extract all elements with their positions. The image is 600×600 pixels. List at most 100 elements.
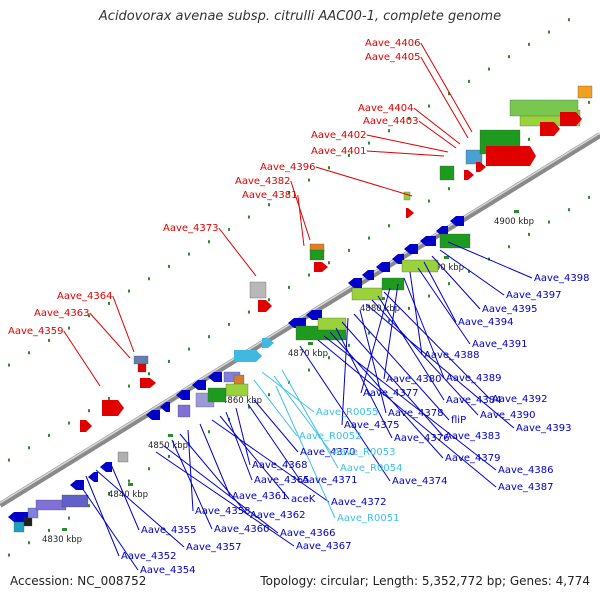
outer-ring-dots — [508, 55, 510, 59]
gene-label: Aave_4371 — [302, 475, 358, 486]
gene-label: Aave_4404 — [358, 103, 414, 114]
label-leader-line — [63, 330, 101, 387]
label-leader-line — [211, 419, 330, 503]
label-leader-line — [341, 321, 444, 437]
inner-ring-dots — [528, 137, 530, 141]
outer-ring-dots — [28, 351, 30, 355]
gene-label: Aave_4391 — [472, 339, 528, 350]
outer-ring-dots — [128, 289, 130, 293]
gene-arrow-forward — [140, 378, 156, 388]
gene-arrow-reverse — [70, 480, 84, 490]
gene-feature — [61, 494, 89, 508]
gene-label: Aave_R0053 — [333, 447, 395, 458]
lower-ring-dots — [108, 491, 110, 495]
gene-arrow-forward — [464, 170, 474, 180]
gene-label: Aave_R0052 — [299, 431, 361, 442]
gene-label: Aave_4398 — [534, 273, 590, 284]
lower-ring-dots — [508, 245, 510, 249]
lower-ring-dots — [568, 208, 570, 212]
outer-ring-dots — [448, 92, 450, 96]
label-leader-line — [297, 194, 305, 247]
label-leader-line — [163, 445, 279, 534]
label-leader-line — [218, 227, 257, 277]
gene-label: Aave_4381 — [242, 190, 298, 201]
label-leader-line — [109, 461, 140, 531]
lower-ring-dots — [368, 331, 370, 335]
lower-ring-dots — [148, 467, 150, 471]
outer-ring-dots — [528, 42, 530, 46]
gene-feature — [401, 259, 439, 273]
lower-ring-dots — [548, 220, 550, 224]
gene-label: Aave_4363 — [34, 308, 90, 319]
outer-ring-dots — [488, 67, 490, 71]
lower-ring-dots — [448, 282, 450, 286]
gene-feature — [439, 165, 455, 181]
kbp-tick-label: 4830 kbp — [42, 535, 82, 545]
gene-label: Aave_4387 — [498, 482, 554, 493]
gene-label: Aave_4402 — [311, 130, 367, 141]
gene-feature — [309, 249, 325, 261]
label-leader-line — [329, 331, 444, 459]
outer-ring-dots — [148, 277, 150, 281]
gene-feature — [403, 191, 411, 201]
lower-ring-dots — [248, 405, 250, 409]
kbp-tick-label: 4860 kbp — [222, 396, 262, 406]
gene-label: Aave_4406 — [365, 38, 421, 49]
inner-ring-dots — [168, 359, 170, 363]
label-leader-line — [187, 429, 194, 512]
label-leader-line — [95, 469, 185, 548]
gene-arrow-forward — [486, 146, 536, 166]
inner-ring-dots — [328, 261, 330, 265]
gene-feature — [351, 287, 383, 301]
label-leader-line — [413, 107, 461, 145]
gene-label: Aave_4359 — [8, 326, 64, 337]
kbp-tick-mark — [308, 342, 313, 345]
gene-label: Aave_R0055 — [316, 407, 378, 418]
gene-feature — [577, 85, 593, 99]
genome-summary-text: Topology: circular; Length: 5,352,772 bp… — [260, 574, 590, 588]
gene-label: Aave_4358 — [195, 506, 251, 517]
outer-ring-dots — [188, 252, 190, 256]
gene-label: Aave_4370 — [300, 447, 356, 458]
gene-label: Aave_4378 — [388, 408, 444, 419]
gene-arrow-reverse — [392, 254, 404, 264]
kbp-tick-mark — [62, 528, 67, 531]
gene-arrow-forward — [258, 300, 272, 312]
inner-ring-dots — [428, 199, 430, 203]
gene-label: Aave_R0051 — [337, 513, 399, 524]
gene-feature — [137, 363, 147, 373]
accession-text: Accession: NC_008752 — [10, 574, 147, 588]
gene-feature — [317, 317, 347, 331]
gene-label: Aave_4390 — [480, 410, 536, 421]
outer-ring-dots — [288, 190, 290, 194]
gene-arrow-forward — [262, 338, 274, 348]
label-leader-line — [366, 134, 449, 153]
label-leader-line — [417, 267, 471, 345]
gene-label: Aave_4374 — [392, 476, 448, 487]
label-leader-line — [275, 385, 336, 519]
outer-ring-dots — [568, 18, 570, 22]
gene-label: Aave_4395 — [482, 304, 538, 315]
label-leader-line — [235, 407, 251, 466]
gene-label: Aave_4383 — [445, 431, 501, 442]
lower-ring-dots — [128, 479, 130, 483]
inner-ring-dots — [448, 187, 450, 191]
inner-ring-dots — [588, 100, 590, 104]
gene-arrow-reverse — [376, 262, 390, 272]
label-leader-line — [247, 403, 301, 481]
gene-feature — [13, 521, 25, 533]
inner-ring-dots — [148, 372, 150, 376]
gene-label: Aave_4379 — [445, 453, 501, 464]
gene-label: Aave_4392 — [492, 394, 548, 405]
label-leader-line — [171, 439, 213, 530]
label-leader-line — [447, 241, 533, 279]
label-leader-line — [366, 150, 445, 157]
gene-arrow-reverse — [450, 216, 464, 226]
outer-ring-dots — [468, 79, 470, 83]
label-leader-line — [383, 291, 491, 400]
gene-label: Aave_4355 — [141, 525, 197, 536]
label-leader-line — [323, 335, 497, 471]
lower-ring-dots — [428, 294, 430, 298]
gene-label: Aave_4361 — [232, 491, 288, 502]
